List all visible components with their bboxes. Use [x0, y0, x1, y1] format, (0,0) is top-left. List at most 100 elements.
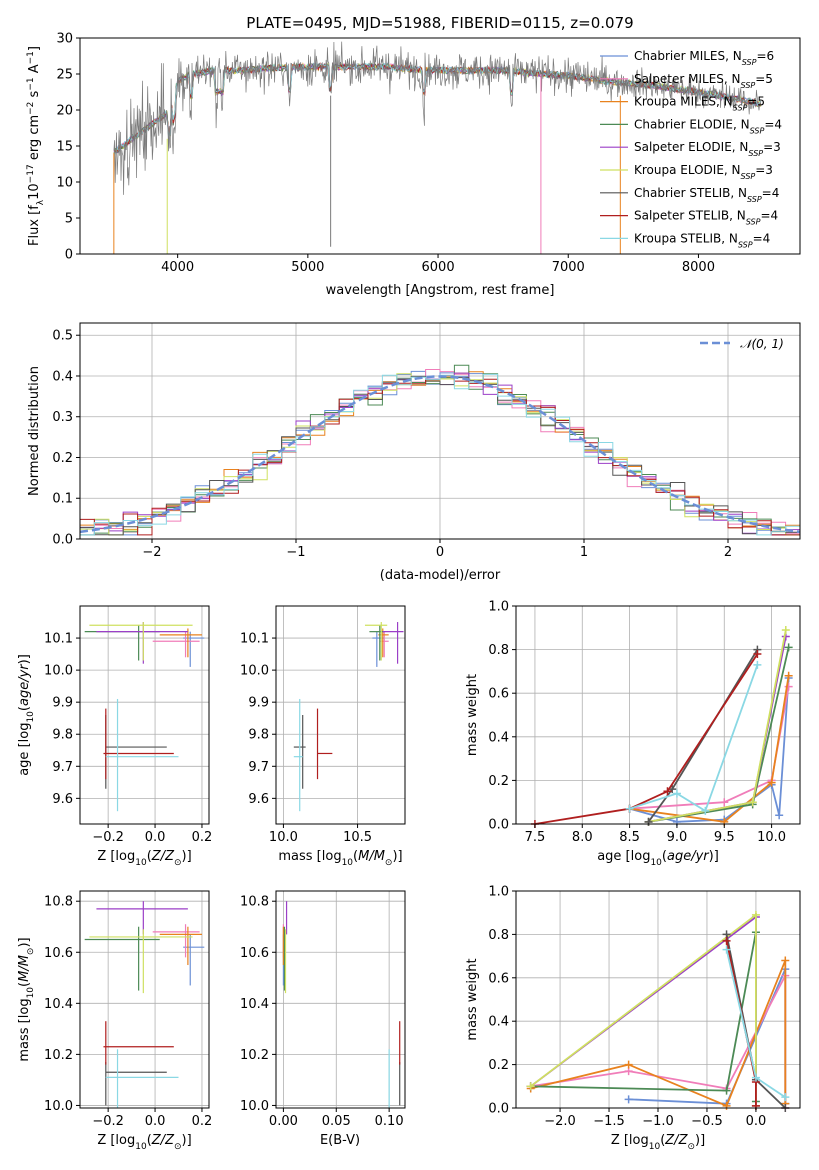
x-tick-label: 2 [724, 545, 732, 560]
x-tick-label: 9.5 [714, 830, 735, 845]
panel-ebv_vs_mass: 0.00 0.05 0.10 10.0 10.2 10.4 10.6 10.8 E(B-V) [240, 890, 406, 1148]
x-tick-label: 8.0 [572, 830, 593, 845]
plot-area-age_vs_massweight [530, 625, 793, 828]
y-tick-label: 0.0 [488, 1102, 509, 1117]
y-tick-label: 25 [56, 68, 73, 83]
data-point-marker [751, 910, 760, 919]
x-tick-label: 0.2 [192, 830, 213, 845]
y-tick-label: 10.0 [44, 664, 73, 679]
axes-frame [79, 890, 210, 1109]
axes-ebv_vs_mass: 0.00 0.05 0.10 10.0 10.2 10.4 10.6 10.8 E(B-V) [240, 890, 406, 1148]
y-axis-label: mass [log10(M/M⊙)] [17, 937, 36, 1061]
y-tick-label: 0.6 [488, 687, 509, 702]
y-tick-label: 9.7 [248, 760, 269, 775]
y-tick-label: 30 [56, 32, 73, 47]
x-tick-label: −2.0 [544, 1114, 576, 1129]
x-axis-label: Z [log10(Z/Z⊙)] [97, 1133, 191, 1152]
x-tick-label: 0 [436, 545, 444, 560]
legend-entry: Salpeter MILES, NSSP=5 [634, 72, 773, 90]
y-tick-label: 20 [56, 104, 73, 119]
data-point-marker [784, 671, 793, 680]
y-tick-label: 10.2 [240, 1048, 269, 1063]
y-tick-label: 10.6 [44, 946, 73, 961]
y-tick-label: 0.8 [488, 643, 509, 658]
plot-area-spectrum [113, 41, 762, 254]
x-tick-label: −0.2 [92, 1114, 124, 1129]
y-axis-label: Flux [fλ10−17 erg cm−2 s−1 A−1] [26, 46, 46, 246]
axes-frame [515, 605, 801, 825]
x-axis-label: age [log10(age/yr)] [597, 849, 719, 868]
data-point-marker [722, 936, 731, 945]
x-tick-label: 10.0 [757, 830, 786, 845]
legend-entry: Salpeter STELIB, NSSP=4 [634, 209, 778, 227]
legend-entry: Salpeter ELODIE, NSSP=3 [634, 140, 781, 158]
y-tick-label: 10.2 [44, 1048, 73, 1063]
data-point-marker [781, 1093, 790, 1102]
y-tick-label: 9.6 [248, 792, 269, 807]
normal-curve-line [79, 375, 801, 534]
data-point-marker [663, 787, 672, 796]
plot-area-Z_vs_massweight [526, 910, 790, 1112]
x-tick-label: −2 [142, 545, 161, 560]
legend-entry: Kroupa ELODIE, NSSP=3 [634, 163, 773, 181]
y-tick-label: 10 [56, 176, 73, 191]
y-tick-label: 0.2 [488, 774, 509, 789]
x-tick-label: −0.2 [92, 830, 124, 845]
y-tick-label: 5 [65, 212, 73, 227]
data-spectrum-line [113, 41, 762, 195]
axes-spectrum: 4000 5000 6000 7000 8000 0 5 10 15 20 25 30 Chabrier… [26, 32, 801, 298]
x-tick-label: 7000 [552, 260, 585, 275]
data-point-marker [753, 660, 762, 669]
axes-frame [275, 890, 406, 1109]
x-axis-label: E(B-V) [320, 1133, 360, 1148]
series-line [530, 915, 757, 1106]
x-tick-label: −1 [286, 545, 305, 560]
histogram-step-line [80, 375, 800, 536]
data-point-marker [784, 643, 793, 652]
x-tick-label: 0.0 [145, 830, 166, 845]
plot-area-mass_vs_age [293, 622, 404, 812]
legend-entry: Kroupa MILES, NSSP=5 [634, 95, 765, 113]
x-tick-label: 0.0 [746, 1114, 767, 1129]
data-point-marker [672, 789, 681, 798]
x-tick-label: 0.10 [375, 1114, 404, 1129]
x-tick-label: 8.5 [619, 830, 640, 845]
legend-entry: Chabrier ELODIE, NSSP=4 [634, 117, 782, 135]
data-point-marker [767, 778, 776, 787]
y-tick-label: 0.3 [52, 410, 73, 425]
data-point-marker [625, 804, 634, 813]
x-tick-label: 0.05 [322, 1114, 351, 1129]
y-tick-label: 15 [56, 140, 73, 155]
axes-residuals: −2 −1 0 1 2 0.0 0.1 0.2 0.3 0.4 0.5 𝒩(0, 1) (data-mo… [27, 322, 801, 583]
panel-age_vs_massweight: 7.5 8.0 8.5 9.0 9.5 10.0 0.0 0.2 0.4 0.6 0.8 1.0 age… [465, 600, 801, 868]
x-tick-label: 8000 [682, 260, 715, 275]
data-point-marker [624, 1060, 633, 1069]
axes-age_vs_massweight: 7.5 8.0 8.5 9.0 9.5 10.0 0.0 0.2 0.4 0.6 0.8 1.0 age… [465, 600, 801, 868]
y-tick-label: 9.7 [52, 760, 73, 775]
y-axis-label: mass weight [465, 958, 480, 1040]
data-point-marker [775, 811, 784, 820]
x-axis-label: mass [log10(M/M⊙)] [278, 849, 402, 868]
series-line [534, 653, 759, 825]
data-point-marker [722, 1086, 731, 1095]
x-tick-label: 1 [580, 545, 588, 560]
y-axis-label: Normed distribution [27, 366, 42, 496]
x-axis-label: wavelength [Angstrom, rest frame] [326, 283, 555, 298]
data-point-marker [624, 1095, 633, 1104]
series-line [530, 913, 757, 1106]
x-tick-label: 5000 [291, 260, 324, 275]
plot-area-ebv_vs_mass [282, 901, 401, 1108]
y-tick-label: 1.0 [488, 600, 509, 615]
axes-Z_vs_age: −0.2 0.0 0.2 9.6 9.7 9.8 9.9 10.0 10.1 Z [log10(Z… [17, 605, 213, 868]
y-tick-label: 0 [65, 248, 73, 263]
y-tick-label: 9.8 [52, 728, 73, 743]
panel-mass_vs_age: 10.0 10.5 9.6 9.7 9.8 9.9 10.0 10.1 mass [log10(… [240, 605, 406, 868]
series-line [530, 932, 757, 1102]
plot-area-residuals [79, 364, 801, 536]
y-tick-label: 10.1 [240, 632, 269, 647]
axes-Z_vs_massweight: −2.0 −1.5 −1.0 −0.5 0.0 0.0 0.2 0.4 0.6 0.8 1.0 Z [… [465, 885, 801, 1152]
data-point-marker [781, 625, 790, 634]
data-point-marker [748, 798, 757, 807]
data-point-marker [751, 1073, 760, 1082]
